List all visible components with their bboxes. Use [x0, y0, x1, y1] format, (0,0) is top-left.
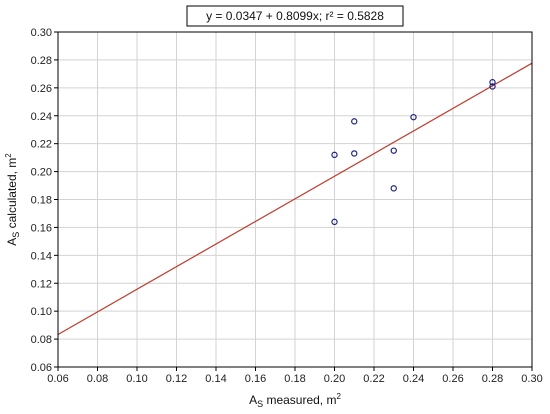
- x-tick-label: 0.16: [245, 373, 266, 385]
- data-points: [331, 79, 496, 226]
- x-axis-label: AS measured, m2: [249, 392, 341, 409]
- x-axis-label-sup: 2: [336, 392, 341, 401]
- x-axis-label-rest: measured, m: [263, 393, 336, 407]
- data-point: [351, 150, 358, 157]
- x-tick-label: 0.20: [324, 373, 345, 385]
- x-tick-label: 0.06: [47, 373, 68, 385]
- data-point: [331, 218, 338, 226]
- y-tick-labels: 0.06 0.08 0.10 0.12 0.14 0.16 0.18 0.20 0.22 0.24…: [31, 27, 58, 374]
- x-tick-label: 0.28: [482, 373, 503, 385]
- y-tick-label: 0.30: [31, 27, 52, 39]
- data-point: [390, 147, 397, 154]
- y-tick-label: 0.12: [31, 278, 52, 290]
- x-tick-label: 0.18: [284, 373, 305, 385]
- x-tick-label: 0.22: [363, 373, 384, 385]
- y-tick-label: 0.22: [31, 139, 52, 151]
- y-tick-label: 0.20: [31, 167, 52, 179]
- x-tick-label: 0.10: [126, 373, 147, 385]
- equation-box: y = 0.0347 + 0.8099x; r² = 0.5828: [186, 5, 404, 27]
- y-tick-label: 0.26: [31, 83, 52, 95]
- y-tick-label: 0.06: [31, 362, 52, 374]
- data-point: [489, 79, 496, 86]
- chart-title: y = 0.0347 + 0.8099x; r² = 0.5828: [206, 9, 384, 23]
- y-axis-label-main: A: [5, 238, 19, 246]
- x-tick-label: 0.12: [166, 373, 187, 385]
- x-tick-label: 0.14: [205, 373, 226, 385]
- x-tick-label: 0.24: [403, 373, 424, 385]
- x-axis-label-main: A: [249, 393, 257, 407]
- y-tick-label: 0.16: [31, 222, 52, 234]
- data-point: [351, 118, 358, 125]
- y-axis-label-sub: S: [11, 232, 21, 238]
- x-tick-label: 0.08: [87, 373, 108, 385]
- y-tick-label: 0.24: [31, 111, 52, 123]
- y-tick-label: 0.08: [31, 334, 52, 346]
- y-tick-label: 0.10: [31, 306, 52, 318]
- data-point: [410, 113, 417, 121]
- y-tick-label: 0.18: [31, 195, 52, 207]
- y-axis-label-rest: calculated, m: [5, 158, 19, 232]
- data-point: [331, 151, 338, 159]
- regression-line: [57, 62, 533, 336]
- x-tick-labels: 0.06 0.08 0.10 0.12 0.14 0.16 0.18 0.20 0.22 0.24…: [47, 367, 543, 385]
- y-tick-label: 0.14: [31, 250, 52, 262]
- x-tick-label: 0.30: [521, 373, 542, 385]
- x-tick-label: 0.26: [442, 373, 463, 385]
- y-tick-label: 0.28: [31, 55, 52, 67]
- y-axis-label: AS calculated, m2: [4, 153, 21, 246]
- x-axis-label-sub: S: [257, 399, 263, 409]
- data-point: [489, 83, 496, 90]
- y-axis-label-sup: 2: [4, 153, 13, 158]
- data-point: [390, 185, 397, 192]
